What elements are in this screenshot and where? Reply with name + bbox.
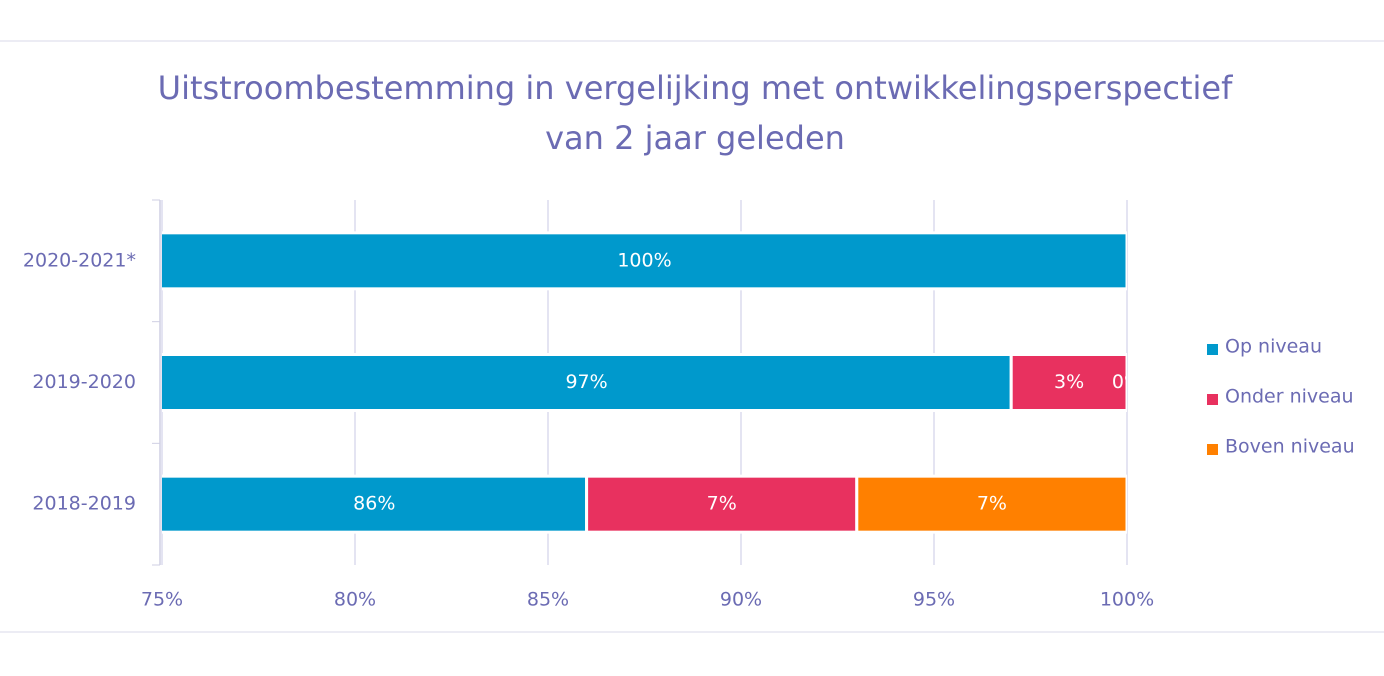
chart-title: Uitstroombestemming in vergelijking met …	[158, 69, 1233, 107]
data-label: 86%	[353, 493, 395, 515]
bar-segment	[162, 353, 1013, 412]
legend-label: Op niveau	[1225, 336, 1322, 358]
legend-label: Boven niveau	[1225, 436, 1355, 458]
x-tick-label: 95%	[913, 589, 955, 611]
x-tick-label: 85%	[527, 589, 569, 611]
y-tick-label: 2018-2019	[32, 493, 136, 515]
x-tick-label: 100%	[1100, 589, 1154, 611]
data-label: 100%	[617, 249, 671, 271]
x-tick-label: 80%	[334, 589, 376, 611]
y-tick-label: 2019-2020	[32, 371, 136, 393]
data-label: 7%	[977, 493, 1007, 515]
data-label: 7%	[707, 493, 737, 515]
chart-title: van 2 jaar geleden	[545, 119, 845, 157]
bar-segment	[585, 474, 859, 534]
data-label: 0%	[1112, 371, 1142, 393]
legend-label: Onder niveau	[1225, 386, 1354, 408]
x-tick-label: 90%	[720, 589, 762, 611]
bar-segment	[1009, 353, 1127, 412]
bar-segment	[162, 231, 1127, 291]
legend-swatch	[1207, 394, 1218, 405]
bar-segment	[855, 474, 1127, 534]
y-tick-label: 2020-2021*	[23, 249, 136, 271]
data-label: 3%	[1054, 371, 1084, 393]
x-tick-label: 75%	[141, 589, 183, 611]
data-label: 97%	[565, 371, 607, 393]
legend-swatch	[1207, 344, 1218, 355]
legend-swatch	[1207, 444, 1218, 455]
